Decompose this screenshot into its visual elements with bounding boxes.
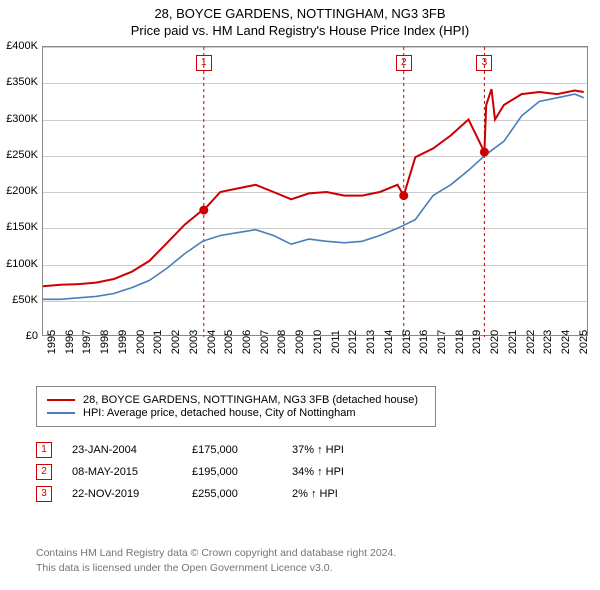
y-tick-label: £250K <box>2 149 38 161</box>
y-tick-label: £0 <box>2 330 38 342</box>
tx-date: 22-NOV-2019 <box>72 488 192 500</box>
x-tick-label: 2017 <box>436 330 448 354</box>
tx-date: 23-JAN-2004 <box>72 444 192 456</box>
chart-svg <box>43 47 589 337</box>
title-block: 28, BOYCE GARDENS, NOTTINGHAM, NG3 3FB P… <box>0 0 600 40</box>
chart-container: 28, BOYCE GARDENS, NOTTINGHAM, NG3 3FB P… <box>0 0 600 590</box>
tx-price: £175,000 <box>192 444 292 456</box>
x-tick-label: 2022 <box>525 330 537 354</box>
transaction-row: 3 22-NOV-2019£255,0002% ↑ HPI <box>36 486 382 502</box>
x-tick-label: 2000 <box>135 330 147 354</box>
x-tick-label: 1999 <box>117 330 129 354</box>
x-tick-label: 1995 <box>46 330 58 354</box>
tx-price: £195,000 <box>192 466 292 478</box>
x-tick-label: 2003 <box>188 330 200 354</box>
x-tick-label: 2013 <box>365 330 377 354</box>
transactions-table: 1 23-JAN-2004£175,00037% ↑ HPI 2 08-MAY-201… <box>36 436 382 508</box>
x-tick-label: 2024 <box>560 330 572 354</box>
series-price <box>43 89 584 286</box>
legend-label: HPI: Average price, detached house, City… <box>83 407 356 419</box>
x-tick-label: 2025 <box>578 330 590 354</box>
sale-marker-1: 1 <box>196 55 212 71</box>
x-tick-label: 2020 <box>489 330 501 354</box>
legend-label: 28, BOYCE GARDENS, NOTTINGHAM, NG3 3FB (… <box>83 394 418 406</box>
y-tick-label: £100K <box>2 258 38 270</box>
sale-marker-2: 2 <box>396 55 412 71</box>
x-tick-label: 1997 <box>81 330 93 354</box>
x-tick-label: 2019 <box>471 330 483 354</box>
footer-attribution: Contains HM Land Registry data © Crown c… <box>36 546 396 575</box>
x-tick-label: 2021 <box>507 330 519 354</box>
x-tick-label: 2016 <box>418 330 430 354</box>
transaction-row: 1 23-JAN-2004£175,00037% ↑ HPI <box>36 442 382 458</box>
y-tick-label: £350K <box>2 76 38 88</box>
x-tick-label: 2012 <box>347 330 359 354</box>
x-tick-label: 2010 <box>312 330 324 354</box>
x-tick-label: 2004 <box>206 330 218 354</box>
x-tick-label: 2001 <box>152 330 164 354</box>
x-tick-label: 2007 <box>259 330 271 354</box>
legend-item: 28, BOYCE GARDENS, NOTTINGHAM, NG3 3FB (… <box>47 394 425 406</box>
x-tick-label: 2005 <box>223 330 235 354</box>
tx-date: 08-MAY-2015 <box>72 466 192 478</box>
footer-line1: Contains HM Land Registry data © Crown c… <box>36 546 396 561</box>
tx-diff: 37% ↑ HPI <box>292 444 382 456</box>
title-address: 28, BOYCE GARDENS, NOTTINGHAM, NG3 3FB <box>0 6 600 21</box>
title-subtitle: Price paid vs. HM Land Registry's House … <box>0 23 600 38</box>
sale-marker-3: 3 <box>476 55 492 71</box>
tx-diff: 2% ↑ HPI <box>292 488 382 500</box>
x-tick-label: 2008 <box>276 330 288 354</box>
legend: 28, BOYCE GARDENS, NOTTINGHAM, NG3 3FB (… <box>36 386 436 427</box>
y-tick-label: £300K <box>2 113 38 125</box>
x-tick-label: 2009 <box>294 330 306 354</box>
legend-item: HPI: Average price, detached house, City… <box>47 407 425 419</box>
x-tick-label: 2023 <box>542 330 554 354</box>
series-hpi <box>43 94 584 299</box>
x-tick-label: 2002 <box>170 330 182 354</box>
tx-diff: 34% ↑ HPI <box>292 466 382 478</box>
tx-marker: 1 <box>36 442 52 458</box>
x-tick-label: 1998 <box>99 330 111 354</box>
x-tick-label: 2011 <box>330 330 342 354</box>
legend-swatch <box>47 412 75 414</box>
y-tick-label: £400K <box>2 40 38 52</box>
x-tick-label: 1996 <box>64 330 76 354</box>
legend-swatch <box>47 399 75 401</box>
x-tick-label: 2014 <box>383 330 395 354</box>
y-tick-label: £50K <box>2 294 38 306</box>
y-tick-label: £150K <box>2 221 38 233</box>
sale-dot <box>399 191 408 200</box>
footer-line2: This data is licensed under the Open Gov… <box>36 561 396 576</box>
sale-dot <box>199 206 208 215</box>
tx-marker: 3 <box>36 486 52 502</box>
plot-area: 1 2 3 <box>42 46 588 336</box>
tx-marker: 2 <box>36 464 52 480</box>
y-tick-label: £200K <box>2 185 38 197</box>
tx-price: £255,000 <box>192 488 292 500</box>
x-tick-label: 2018 <box>454 330 466 354</box>
transaction-row: 2 08-MAY-2015£195,00034% ↑ HPI <box>36 464 382 480</box>
x-tick-label: 2006 <box>241 330 253 354</box>
sale-dot <box>480 148 489 157</box>
x-tick-label: 2015 <box>401 330 413 354</box>
